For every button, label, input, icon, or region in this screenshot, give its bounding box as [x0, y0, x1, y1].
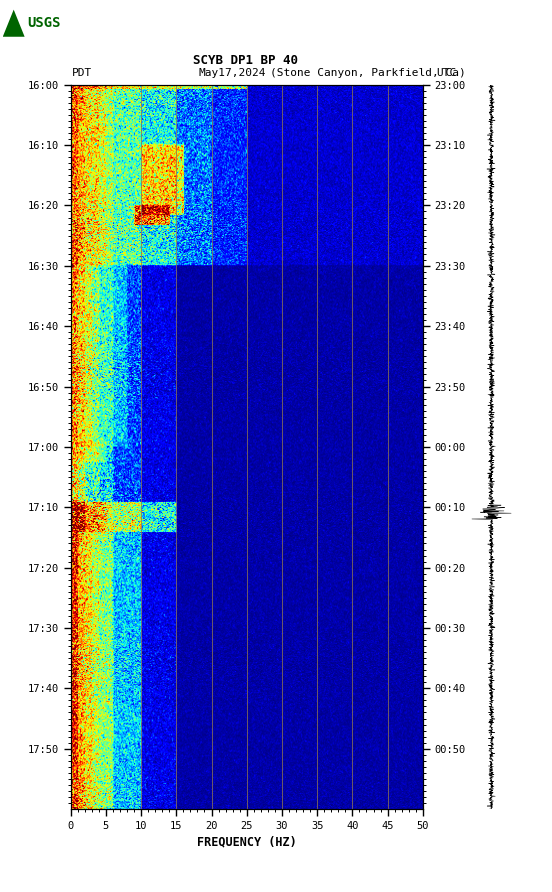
Text: UTC: UTC	[436, 68, 457, 78]
Polygon shape	[3, 10, 25, 37]
Text: SCYB DP1 BP 40: SCYB DP1 BP 40	[193, 54, 298, 67]
Text: May17,2024: May17,2024	[199, 68, 266, 78]
Text: USGS: USGS	[27, 16, 61, 30]
X-axis label: FREQUENCY (HZ): FREQUENCY (HZ)	[197, 835, 296, 848]
Text: (Stone Canyon, Parkfield, Ca): (Stone Canyon, Parkfield, Ca)	[270, 68, 466, 78]
Text: PDT: PDT	[72, 68, 92, 78]
